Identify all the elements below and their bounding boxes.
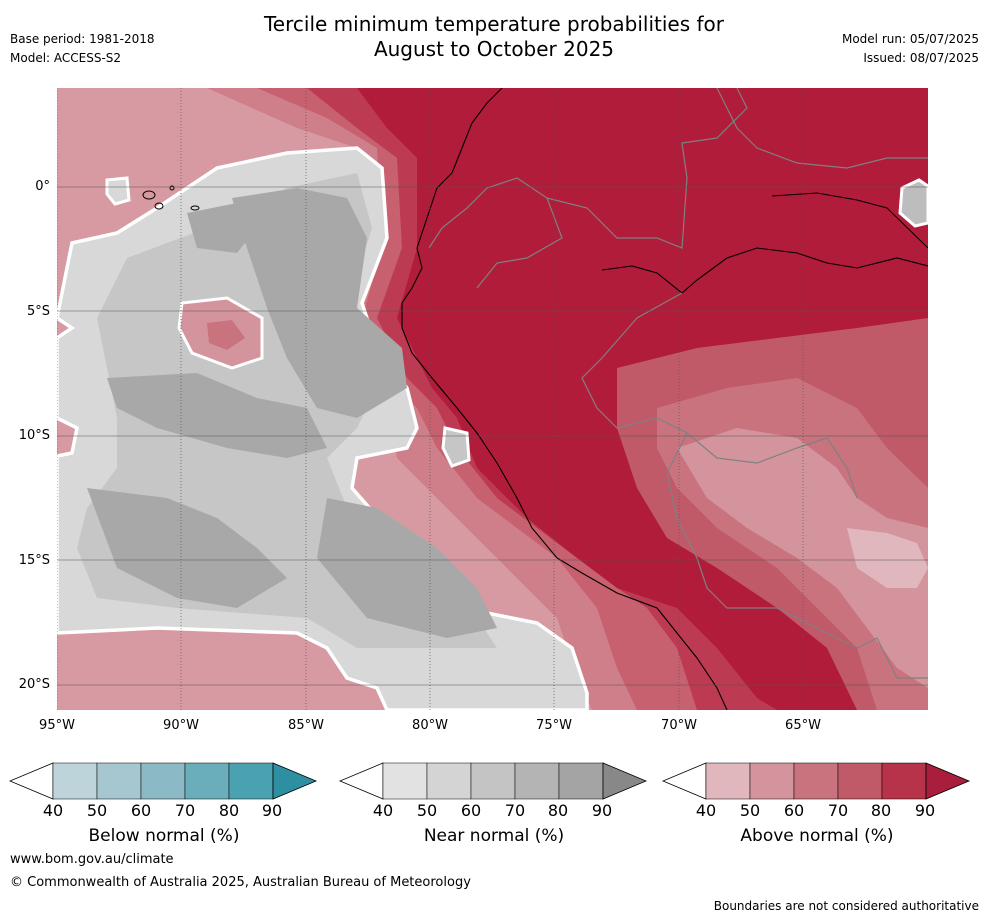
cb0-tick-70: 70 [174, 801, 196, 820]
colorbar-label-above: Above normal (%) [740, 826, 894, 846]
near-normal-70-e [187, 203, 257, 253]
colorbar-0-segment-4 [228, 762, 274, 800]
base-period-text: Base period: 1981-2018 [10, 32, 155, 46]
colorbar-below-normal [9, 762, 318, 800]
cb2-tick-90: 90 [914, 801, 936, 820]
colorbar-0-segment-0 [52, 762, 98, 800]
title-line-2: August to October 2025 [373, 37, 615, 61]
cb2-tick-40: 40 [695, 801, 717, 820]
lon-tick-85w: 85°W [288, 718, 324, 733]
cb1-tick-50: 50 [416, 801, 438, 820]
gridlines [57, 88, 928, 710]
above-normal-land-50 [677, 428, 928, 688]
cb0-tick-90: 90 [261, 801, 283, 820]
lon-tick-95w: 95°W [39, 718, 75, 733]
near-normal-nw-spot [105, 176, 131, 206]
colorbar-1-segment-0 [382, 762, 428, 800]
cb2-tick-60: 60 [783, 801, 805, 820]
lat-tick-15s: 15°S [18, 553, 50, 568]
probability-map [57, 88, 928, 710]
near-normal-70-b [107, 373, 327, 458]
border-north [716, 88, 928, 169]
lon-tick-90w: 90°W [163, 718, 199, 733]
colorbar-2-segment-1 [749, 762, 795, 800]
lat-tick-0: 0° [35, 179, 50, 194]
cb1-tick-90: 90 [591, 801, 613, 820]
chart-title: Tercile minimum temperature probabilitie… [0, 12, 988, 62]
upper-river [771, 192, 928, 249]
colorbar-0-segment-3 [184, 762, 230, 800]
cb1-tick-80: 80 [547, 801, 569, 820]
cb0-tick-40: 40 [42, 801, 64, 820]
galapagos-island-b [154, 202, 164, 210]
model-run-text: Model run: 05/07/2025 [841, 32, 979, 46]
amazon-river [601, 247, 928, 294]
lon-tick-80w: 80°W [412, 718, 448, 733]
galapagos-island-d [169, 185, 175, 191]
above-normal-blob-a-inner [207, 320, 245, 350]
colorbar-near-normal [339, 762, 648, 800]
colorbar-2-segment-4 [881, 762, 927, 800]
colorbar-0-extend-low [9, 762, 54, 800]
cb1-tick-70: 70 [504, 801, 526, 820]
galapagos-island-c [190, 205, 200, 211]
cb0-tick-80: 80 [218, 801, 240, 820]
colorbar-label-below: Below normal (%) [88, 826, 240, 846]
meta-right: Model run: 05/07/2025 Issued: 08/07/2025 [842, 30, 979, 68]
border-ecuador-peru [428, 177, 563, 289]
colorbar-2-segment-0 [705, 762, 751, 800]
website-text: www.bom.gov.au/climate [10, 852, 174, 867]
colorbar-2-extend-low [662, 762, 707, 800]
colorbar-1-segment-3 [514, 762, 560, 800]
colorbar-1-segment-4 [558, 762, 604, 800]
near-normal-70-c [317, 498, 497, 638]
title-line-1: Tercile minimum temperature probabilitie… [263, 12, 725, 36]
near-normal-70-d [87, 488, 287, 608]
lon-tick-75w: 75°W [536, 718, 572, 733]
near-normal-east-spot [898, 178, 928, 228]
colorbar-1-extend-low [339, 762, 384, 800]
cb2-tick-80: 80 [870, 801, 892, 820]
border-colombia [546, 88, 748, 249]
disclaimer-text: Boundaries are not considered authoritat… [713, 899, 979, 913]
model-text: Model: ACCESS-S2 [10, 51, 122, 65]
near-normal-70-a [232, 188, 407, 418]
meta-left: Base period: 1981-2018 Model: ACCESS-S2 [10, 30, 155, 68]
colorbar-2-extend-high [925, 762, 971, 800]
lon-tick-70w: 70°W [661, 718, 697, 733]
colorbar-0-extend-high [272, 762, 318, 800]
colorbar-label-near: Near normal (%) [423, 826, 565, 846]
cb0-tick-50: 50 [86, 801, 108, 820]
cb2-tick-70: 70 [827, 801, 849, 820]
lon-tick-65w: 65°W [785, 718, 821, 733]
colorbar-1-segment-1 [426, 762, 472, 800]
near-normal-coastal-spot [441, 426, 471, 468]
border-bolivia [666, 432, 928, 679]
colorbar-above-normal [662, 762, 971, 800]
colorbar-2-segment-3 [837, 762, 883, 800]
cb1-tick-60: 60 [460, 801, 482, 820]
cb0-tick-60: 60 [130, 801, 152, 820]
coastline [401, 88, 728, 710]
colorbar-1-segment-2 [470, 762, 516, 800]
lat-tick-5s: 5°S [26, 304, 50, 319]
colorbar-2-segment-2 [793, 762, 839, 800]
border-brazil-peru [581, 292, 858, 499]
lat-tick-10s: 10°S [18, 428, 50, 443]
lat-tick-20s: 20°S [18, 677, 50, 692]
copyright-text: © Commonwealth of Australia 2025, Austra… [10, 875, 471, 890]
above-normal-land-40 [847, 528, 928, 588]
galapagos-island-a [142, 190, 156, 200]
colorbar-1-extend-high [602, 762, 648, 800]
issued-text: Issued: 08/07/2025 [863, 51, 979, 65]
colorbar-0-segment-1 [96, 762, 142, 800]
cb2-tick-50: 50 [739, 801, 761, 820]
colorbar-0-segment-2 [140, 762, 186, 800]
cb1-tick-40: 40 [372, 801, 394, 820]
